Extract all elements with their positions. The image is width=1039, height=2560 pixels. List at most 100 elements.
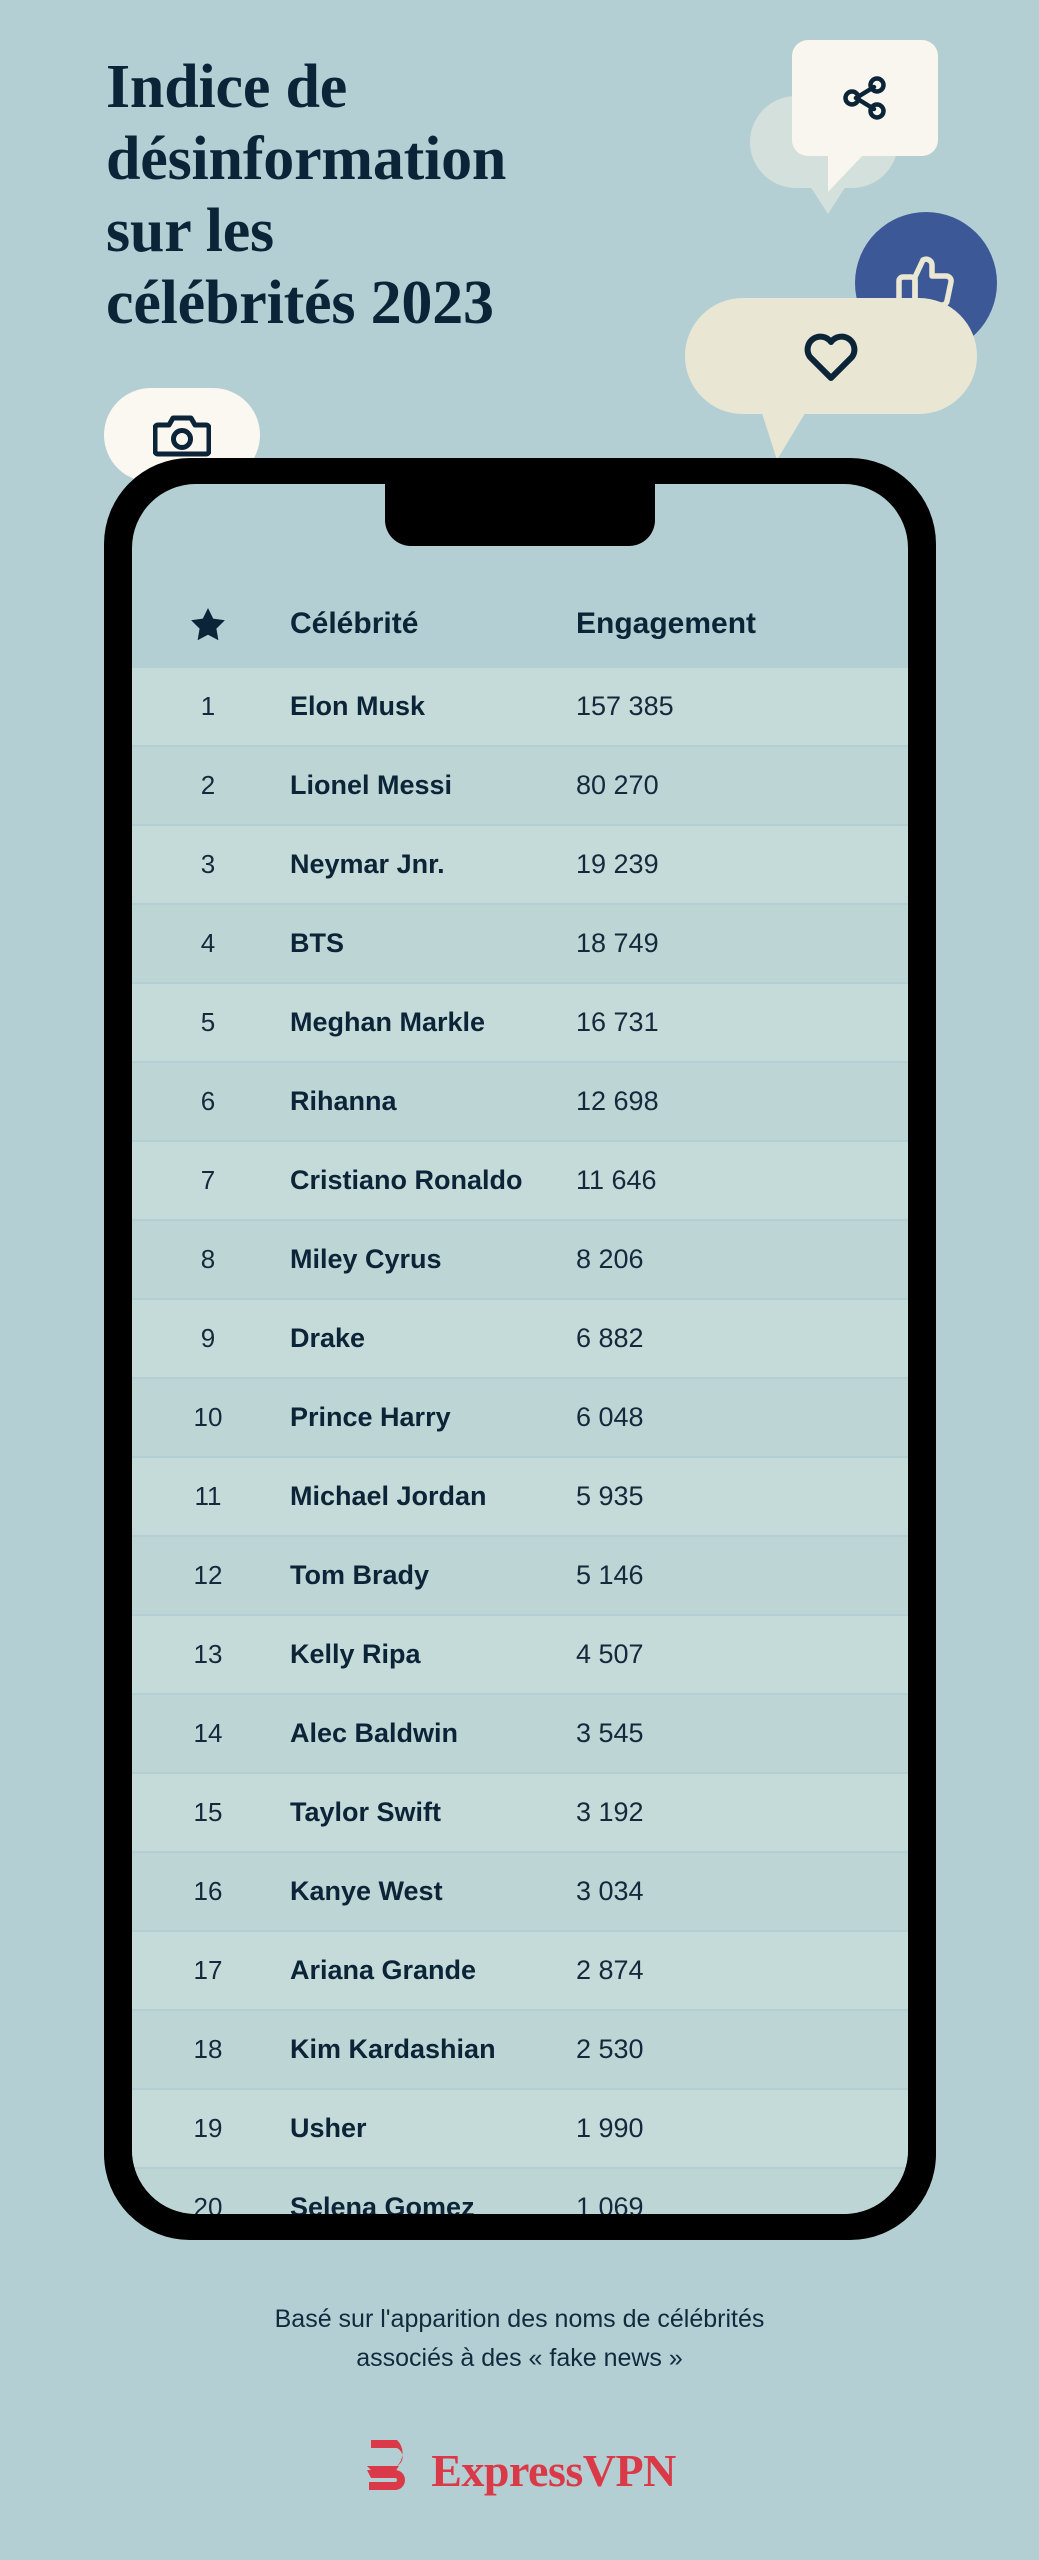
row-rank: 7 [200,1165,216,1195]
row-celebrity-name: Meghan Markle [290,1007,486,1037]
table-row: 4 BTS 18 749 [132,905,908,982]
row-rank: 2 [200,770,216,800]
row-rank: 5 [200,1007,216,1037]
row-engagement-value: 1 990 [576,2113,644,2143]
row-celebrity-name: Cristiano Ronaldo [290,1165,523,1195]
row-rank: 8 [200,1244,216,1274]
row-engagement-value: 2 530 [576,2034,644,2064]
row-celebrity-name: Kanye West [290,1876,443,1906]
table-body: 1 Elon Musk 157 385 2 Lionel Messi 80 270 3 Ney… [132,668,908,2214]
table-row: 5 Meghan Markle 16 731 [132,984,908,1061]
table-row: 1 Elon Musk 157 385 [132,668,908,745]
row-engagement-value: 3 034 [576,1876,644,1906]
heart-bubble-tail [761,410,807,460]
row-rank: 14 [193,1718,223,1748]
table-header: Célébrité Engagement [132,606,908,641]
title-line-3: sur les [106,196,274,265]
table-row: 13 Kelly Ripa 4 507 [132,1616,908,1693]
heart-icon [685,298,977,414]
row-engagement-value: 6 048 [576,1402,644,1432]
phone-frame: Célébrité Engagement 1 Elon Musk 157 385 2 L… [104,458,936,2240]
row-rank: 16 [193,1876,223,1906]
row-celebrity-name: Neymar Jnr. [290,849,445,879]
page-title: Indice de désinformation sur les célébri… [106,52,666,340]
row-engagement-value: 11 646 [576,1165,657,1195]
title-line-2: désinformation [106,124,507,193]
table-row: 15 Taylor Swift 3 192 [132,1774,908,1851]
row-celebrity-name: Elon Musk [290,691,426,721]
row-rank: 17 [193,1955,223,1985]
table-row: 11 Michael Jordan 5 935 [132,1458,908,1535]
column-header-celebrity: Célébrité [290,606,419,640]
row-engagement-value: 157 385 [576,691,674,721]
row-celebrity-name: Lionel Messi [290,770,453,800]
row-celebrity-name: Usher [290,2113,367,2143]
row-engagement-value: 3 192 [576,1797,644,1827]
row-rank: 13 [193,1639,223,1669]
row-celebrity-name: Alec Baldwin [290,1718,459,1748]
share-bubble [792,40,938,192]
table-row: 7 Cristiano Ronaldo 11 646 [132,1142,908,1219]
table-row: 12 Tom Brady 5 146 [132,1537,908,1614]
row-engagement-value: 12 698 [576,1086,659,1116]
row-rank: 3 [200,849,216,879]
table-row: 17 Ariana Grande 2 874 [132,1932,908,2009]
table-row: 8 Miley Cyrus 8 206 [132,1221,908,1298]
table-row: 10 Prince Harry 6 048 [132,1379,908,1456]
table-row: 3 Neymar Jnr. 19 239 [132,826,908,903]
row-rank: 4 [200,928,216,958]
row-rank: 12 [193,1560,223,1590]
row-engagement-value: 5 146 [576,1560,644,1590]
phone-notch [385,484,655,546]
title-line-1: Indice de [106,53,348,121]
expressvpn-logo-text: ExpressVPN [431,2444,676,2496]
share-icon [792,40,938,156]
row-rank: 19 [193,2113,223,2143]
row-engagement-value: 8 206 [576,1244,644,1274]
row-engagement-value: 3 545 [576,1718,644,1748]
table-row: 9 Drake 6 882 [132,1300,908,1377]
row-rank: 10 [193,1402,223,1432]
row-rank: 15 [193,1797,223,1827]
table-row: 19 Usher 1 990 [132,2090,908,2167]
row-celebrity-name: Kim Kardashian [290,2034,496,2064]
row-rank: 18 [193,2034,223,2064]
star-icon [132,606,284,641]
heart-bubble [685,298,977,460]
table-row: 14 Alec Baldwin 3 545 [132,1695,908,1772]
footer-note-line-1: Basé sur l'apparition des noms de célébr… [274,2305,765,2333]
row-celebrity-name: Prince Harry [290,1402,451,1432]
share-bubble-tail [828,150,868,192]
title-line-4: célébrités 2023 [106,268,494,337]
row-rank: 9 [200,1323,216,1353]
footer: Basé sur l'apparition des noms de célébr… [0,2300,1039,2505]
camera-icon [104,388,260,482]
expressvpn-logo[interactable]: ExpressVPN [0,2436,1039,2505]
row-celebrity-name: Taylor Swift [290,1797,442,1827]
row-celebrity-name: Selena Gomez [290,2192,475,2214]
row-engagement-value: 6 882 [576,1323,644,1353]
row-celebrity-name: Ariana Grande [290,1955,477,1985]
row-engagement-value: 1 069 [576,2192,644,2214]
column-header-engagement: Engagement [576,606,757,640]
row-rank: 1 [200,691,216,721]
row-celebrity-name: Tom Brady [290,1560,430,1590]
row-rank: 20 [193,2192,223,2214]
table-row: 20 Selena Gomez 1 069 [132,2169,908,2214]
row-celebrity-name: Michael Jordan [290,1481,487,1511]
row-engagement-value: 5 935 [576,1481,644,1511]
row-engagement-value: 16 731 [576,1007,659,1037]
row-celebrity-name: Miley Cyrus [290,1244,442,1274]
table-row: 18 Kim Kardashian 2 530 [132,2011,908,2088]
row-engagement-value: 19 239 [576,849,659,879]
row-engagement-value: 2 874 [576,1955,644,1985]
row-celebrity-name: BTS [290,928,344,958]
footer-note-line-2: associés à des « fake news » [356,2343,683,2372]
row-rank: 6 [200,1086,216,1116]
expressvpn-logo-mark [363,2436,417,2505]
row-engagement-value: 18 749 [576,928,659,958]
row-rank: 11 [194,1481,222,1511]
row-engagement-value: 80 270 [576,770,659,800]
row-celebrity-name: Drake [290,1323,366,1353]
